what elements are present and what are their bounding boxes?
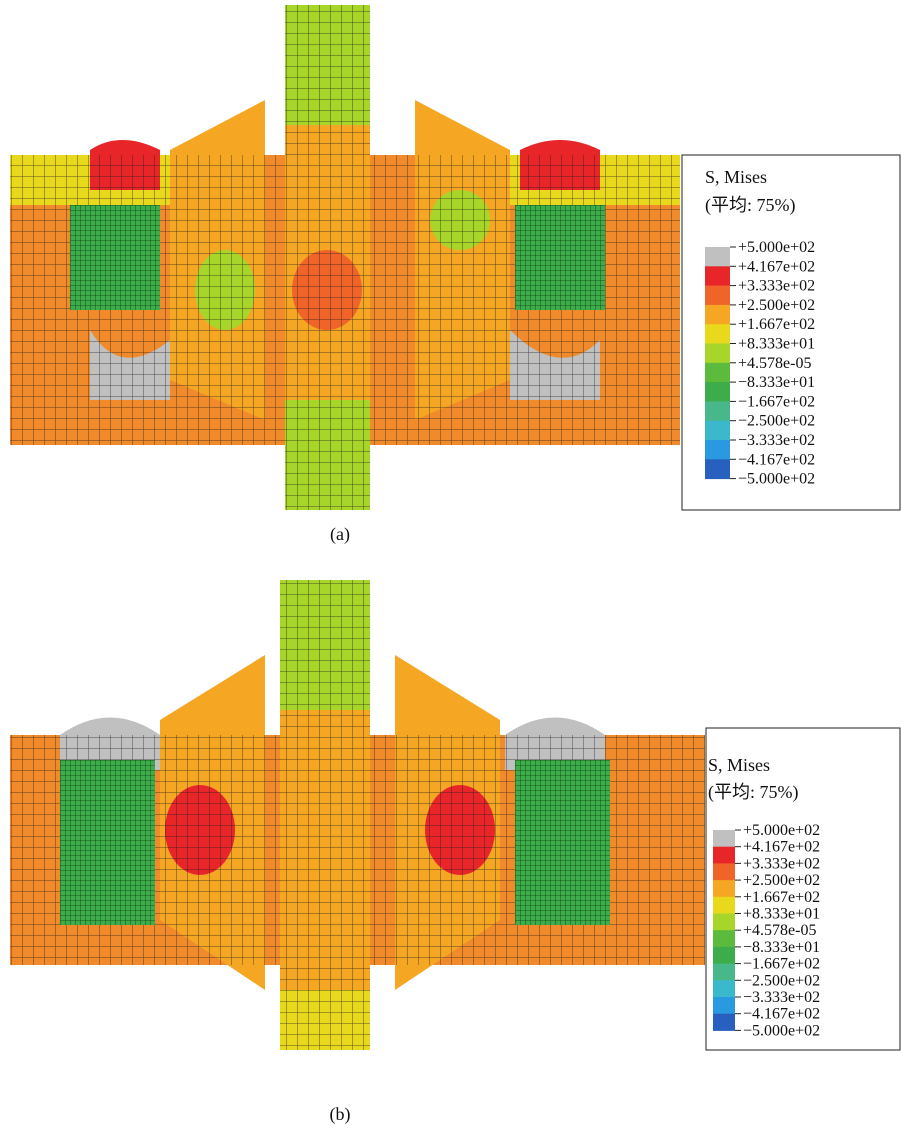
legend-label: +2.500e+02 (743, 872, 820, 889)
legend-swatch (713, 847, 735, 864)
legend-swatch (705, 344, 730, 364)
legend-swatch (713, 897, 735, 914)
legend-label: −3.333e+02 (738, 432, 815, 449)
caption: (b) (330, 1104, 351, 1125)
legend-swatch (705, 305, 730, 325)
legend-swatch (713, 914, 735, 931)
legend-label: −4.167e+02 (743, 1006, 820, 1023)
legend-label: +1.667e+02 (738, 316, 815, 333)
bolt-plate-mesh (515, 205, 605, 310)
legend-swatch (713, 1014, 735, 1031)
model-b (10, 580, 705, 1050)
legend-label: −8.333e+01 (743, 939, 820, 956)
bolt-plate-mesh (515, 760, 610, 925)
column-mesh (280, 580, 370, 1050)
legend-label: +2.500e+02 (738, 297, 815, 314)
bolt-plate-mesh (70, 205, 160, 310)
column-mesh (285, 5, 370, 510)
model-a (10, 5, 680, 510)
caption: (a) (330, 524, 350, 545)
legend-subtitle: (平均: 75%) (705, 195, 795, 216)
legend-label: −4.167e+02 (738, 451, 815, 468)
legend-label: +8.333e+01 (743, 906, 820, 923)
legend-subtitle: (平均: 75%) (708, 782, 798, 803)
legend-label: +4.578e-05 (743, 922, 816, 939)
legend-label: −5.000e+02 (738, 471, 815, 488)
legend-label: +4.578e-05 (738, 355, 811, 372)
legend-label: −2.500e+02 (738, 413, 815, 430)
legend-swatch (713, 947, 735, 964)
legend-title: S, Mises (705, 167, 767, 187)
legend-swatch (705, 440, 730, 460)
legend-swatch (705, 401, 730, 421)
legend-swatch (713, 997, 735, 1014)
legend-swatch (705, 247, 730, 267)
legend-title: S, Mises (708, 755, 770, 775)
legend-label: +5.000e+02 (738, 239, 815, 256)
legend-swatch (713, 964, 735, 981)
legend-label: −2.500e+02 (743, 972, 820, 989)
legend-label: +4.167e+02 (743, 839, 820, 856)
page: {"panels": [ {"caption": "(a)", "legend"… (0, 0, 901, 1141)
legend-swatch (705, 286, 730, 306)
legend-swatch (705, 382, 730, 402)
legend-swatch (705, 266, 730, 286)
legend-swatch (713, 880, 735, 897)
legend-swatch (713, 830, 735, 847)
legend-label: −3.333e+02 (743, 989, 820, 1006)
legend-swatch (705, 324, 730, 344)
legend-label: +5.000e+02 (743, 822, 820, 839)
legend-label: −1.667e+02 (743, 956, 820, 973)
legend-label: −8.333e+01 (738, 374, 815, 391)
legend-swatch (705, 363, 730, 383)
legend-label: −1.667e+02 (738, 393, 815, 410)
legend-swatch (713, 980, 735, 997)
legend-label: +3.333e+02 (738, 278, 815, 295)
legend-swatch (713, 863, 735, 880)
figure: S, Mises(平均: 75%)+5.000e+02+4.167e+02+3.… (0, 0, 901, 1141)
legend-label: −5.000e+02 (743, 1022, 820, 1039)
legend-swatch (705, 421, 730, 441)
legend-swatch (713, 930, 735, 947)
legend-label: +3.333e+02 (743, 855, 820, 872)
legend-label: +8.333e+01 (738, 336, 815, 353)
legend-label: +1.667e+02 (743, 889, 820, 906)
legend-label: +4.167e+02 (738, 258, 815, 275)
legend-swatch (705, 459, 730, 479)
bolt-plate-mesh (60, 760, 155, 925)
